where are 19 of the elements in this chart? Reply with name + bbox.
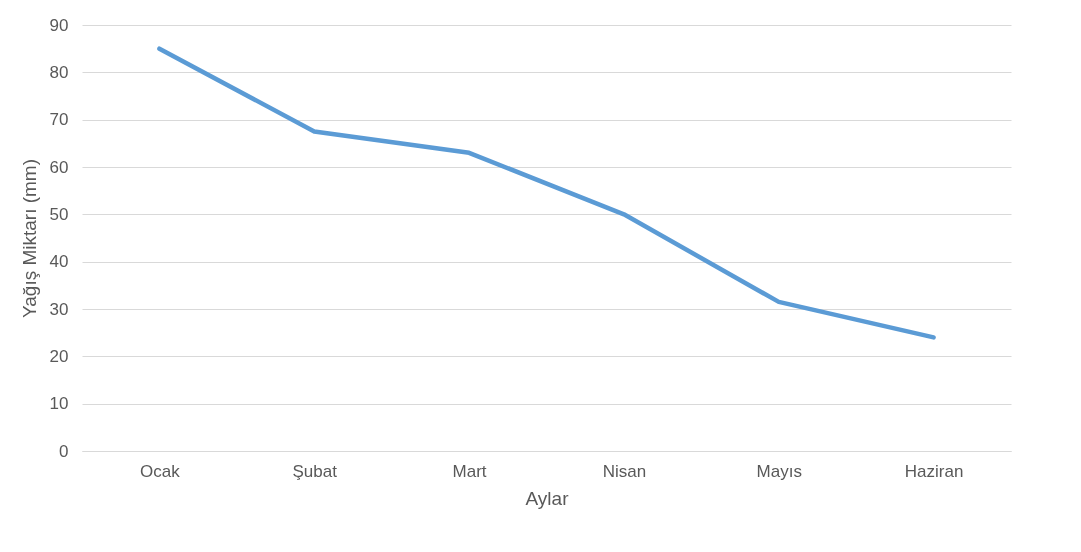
y-tick-label: 70 <box>49 110 69 130</box>
line-series <box>157 46 936 340</box>
x-tick-label: Mayıs <box>756 461 802 481</box>
x-axis-title: Aylar <box>525 487 570 509</box>
y-tick-label: 40 <box>49 252 69 272</box>
x-tick-label: Şubat <box>292 461 338 481</box>
y-tick-label: 90 <box>49 15 69 35</box>
x-tick-label: Nisan <box>602 461 647 481</box>
y-tick-label: 10 <box>49 394 69 414</box>
x-tick-label: Haziran <box>904 461 964 481</box>
y-tick-label: 80 <box>49 62 69 82</box>
x-tick-label: Mart <box>452 461 487 481</box>
y-tick-label: 0 <box>59 441 69 461</box>
y-tick-label: 60 <box>49 157 69 177</box>
y-axis-title: Yağış Miktarı (mm) <box>18 158 40 319</box>
y-tick-label: 30 <box>49 299 69 319</box>
y-tick-label: 50 <box>49 204 69 224</box>
y-tick-label: 20 <box>49 346 69 366</box>
x-tick-label: Ocak <box>140 461 181 481</box>
